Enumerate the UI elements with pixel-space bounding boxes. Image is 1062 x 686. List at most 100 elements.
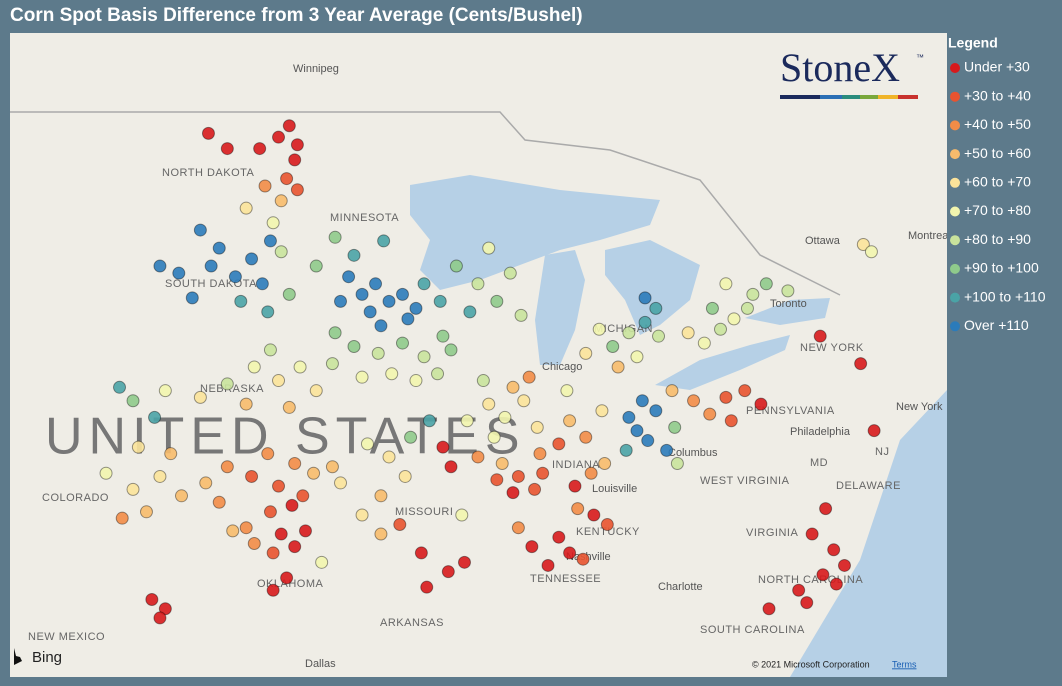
map-label: NEBRASKA (200, 383, 264, 395)
point (740, 301, 754, 315)
ocean (790, 390, 947, 677)
legend-swatch (950, 149, 960, 160)
point (687, 394, 701, 408)
point (635, 394, 649, 408)
legend: Under +30 +30 to +40 +40 to +50 +50 to +60 +… (950, 59, 1046, 333)
point (511, 469, 525, 483)
point (153, 259, 167, 273)
point (552, 437, 566, 451)
legend-label: +70 to +80 (964, 202, 1031, 218)
point (153, 611, 167, 625)
point (409, 374, 423, 388)
point (126, 394, 140, 408)
logo-stripe (780, 95, 918, 99)
point (263, 505, 277, 519)
point (738, 384, 752, 398)
point (649, 404, 663, 418)
point (579, 346, 593, 360)
point (395, 336, 409, 350)
point (261, 305, 275, 319)
point (530, 420, 544, 434)
point (274, 194, 288, 208)
point (600, 518, 614, 532)
map-label: ARKANSAS (380, 617, 444, 629)
point (703, 407, 717, 421)
map-label: COLORADO (42, 492, 109, 504)
lake-superior (410, 175, 660, 290)
map-label: Ottawa (805, 235, 841, 247)
point (681, 326, 695, 340)
legend-label: +30 to +40 (964, 87, 1031, 103)
point (576, 552, 590, 566)
point (355, 370, 369, 384)
map-label: NJ (875, 446, 889, 458)
point (476, 374, 490, 388)
point (212, 495, 226, 509)
point (487, 430, 501, 444)
point (377, 234, 391, 248)
point (606, 340, 620, 354)
point (592, 322, 606, 336)
point (247, 536, 261, 550)
point (482, 241, 496, 255)
point (220, 142, 234, 156)
point (164, 447, 178, 461)
map-label: Montreal (908, 230, 951, 242)
point (471, 277, 485, 291)
map-label: UNITED STATES (45, 408, 526, 466)
point (638, 291, 652, 305)
point (131, 440, 145, 454)
point (433, 294, 447, 308)
point (201, 126, 215, 140)
point (193, 223, 207, 237)
point (444, 343, 458, 357)
point (374, 319, 388, 333)
map-label: NEW MEXICO (28, 631, 105, 643)
point (263, 343, 277, 357)
point (239, 521, 253, 535)
point (584, 466, 598, 480)
point (328, 326, 342, 340)
point (212, 241, 226, 255)
point (414, 546, 428, 560)
point (579, 430, 593, 444)
point (334, 294, 348, 308)
point (172, 266, 186, 280)
point (652, 329, 666, 343)
point (374, 527, 388, 541)
point (498, 410, 512, 424)
point (514, 308, 528, 322)
point (239, 201, 253, 215)
point (158, 384, 172, 398)
point (334, 476, 348, 490)
point (347, 340, 361, 354)
map-label: NORTH CAROLINA (758, 574, 863, 586)
point (263, 234, 277, 248)
point (511, 521, 525, 535)
map-label: VIRGINIA (746, 527, 798, 539)
point (665, 384, 679, 398)
point (139, 505, 153, 519)
legend-swatch (950, 177, 960, 188)
point (837, 558, 851, 572)
point (805, 527, 819, 541)
terms-link[interactable]: Terms (892, 659, 917, 669)
point (404, 430, 418, 444)
point (471, 450, 485, 464)
legend-title: Legend (948, 35, 998, 51)
point (525, 540, 539, 554)
point (436, 329, 450, 343)
point (457, 555, 471, 569)
point (827, 543, 841, 557)
point (234, 294, 248, 308)
point (522, 370, 536, 384)
point (638, 315, 652, 329)
lake-huron (605, 240, 700, 335)
point (813, 329, 827, 343)
lake-michigan (535, 250, 585, 365)
bing-logo: Bing (32, 649, 62, 666)
point (148, 410, 162, 424)
point (285, 498, 299, 512)
point (436, 440, 450, 454)
